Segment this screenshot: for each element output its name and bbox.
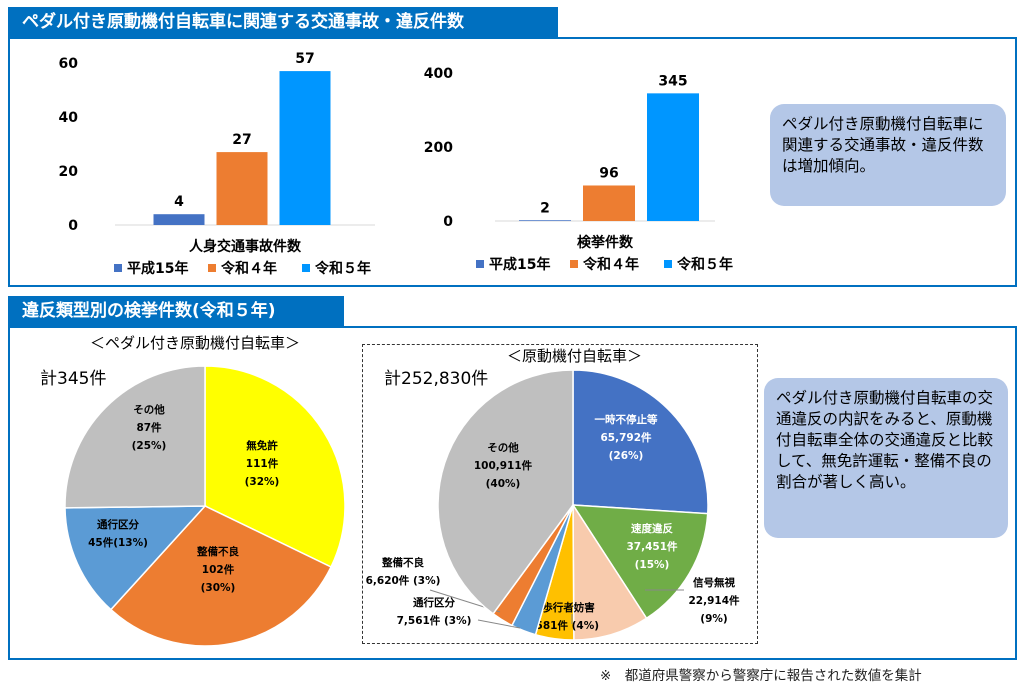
legend-swatch [664,260,672,268]
legend-label: 令和４年 [220,260,277,277]
y-tick-label: 400 [424,66,453,82]
pie-data-label: 111件 [246,457,279,470]
pie-data-label: (26%) [609,450,644,462]
pie-data-label: (15%) [635,559,670,571]
pie-data-label: 65,792件 [600,431,652,444]
bar [216,152,268,225]
bar [647,93,699,221]
pie-slice [64,365,206,509]
bar-data-label: 345 [658,73,687,89]
top-callout: ペダル付き原動機付自転車に関連する交通事故・違反件数は増加傾向。 [770,104,1006,206]
pie1-total: 計345件 [40,369,107,389]
pie-data-label: 信号無視 [693,576,735,589]
legend-label: 令和５年 [676,256,733,273]
pie-data-label: 45件(13%) [88,536,148,549]
x-axis-label: 検挙件数 [577,234,634,251]
pie-data-label: その他 [133,403,165,416]
y-tick-label: 40 [59,110,79,126]
pie-data-label: 整備不良 [381,556,424,569]
legend-label: 令和４年 [582,256,639,273]
pie2-total: 計252,830件 [384,369,489,389]
pie-data-label: 100,911件 [474,459,533,472]
pie-data-label: 整備不良 [196,545,239,558]
moped-pie-frame [362,344,758,644]
bar-data-label: 96 [599,165,618,181]
legend-label: 平成15年 [127,260,188,277]
leader-line [477,619,521,629]
pie-data-label: (9%) [700,613,727,625]
legend-label: 平成15年 [489,256,550,273]
pie-data-label: 速度違反 [631,522,673,535]
pie-slice [204,365,346,568]
legend-swatch [208,264,216,272]
pie-data-label: 6,620件 (3%) [366,574,441,587]
y-tick-label: 0 [443,214,453,230]
pie-slice [437,369,574,615]
bottom-callout: ペダル付き原動機付自転車の交通違反の内訳をみると、原動機付自転車全体の交通違反と… [764,378,1008,538]
bar [153,214,205,225]
y-tick-label: 20 [59,164,79,180]
pie-data-label: 通行区分 [97,518,139,531]
bar-data-label: 57 [295,51,314,67]
pie-data-label: (40%) [486,478,521,490]
pie-data-label: 102件 [202,563,235,576]
x-axis-label: 人身交通事故件数 [189,238,302,255]
pie-data-label: (30%) [201,582,236,594]
pie-slice [572,369,709,515]
y-tick-label: 60 [59,56,79,72]
pie-data-label: 無免許 [246,439,278,452]
pie-data-label: 通行区分 [413,596,455,609]
pie-data-label: (32%) [245,476,280,488]
bar [519,220,571,221]
bottom-section-header: 違反類型別の検挙件数(令和５年) [8,296,344,326]
top-section-header: ペダル付き原動機付自転車に関連する交通事故・違反件数 [8,7,558,37]
pie-data-label: 7,561件 (3%) [397,614,472,627]
pie-data-label: その他 [487,441,519,454]
bar-data-label: 4 [174,194,184,210]
bar-data-label: 27 [232,132,251,148]
pie-data-label: 87件 [136,421,162,434]
pie-slice [64,505,207,611]
pie-data-label: 37,451件 [626,540,678,553]
source-note: ※ 都道府県警察から警察庁に報告された数値を集計 [600,668,922,684]
pie-data-label: (25%) [132,440,167,452]
legend-swatch [476,260,484,268]
bar-data-label: 2 [540,200,550,216]
bar [279,71,331,225]
legend-label: 令和５年 [314,260,371,277]
legend-swatch [570,260,578,268]
pie-slice [109,505,333,647]
pie2-title: ＜原動機付自転車＞ [504,345,646,366]
legend-swatch [114,264,122,272]
pie-data-label: 一時不停止等 [595,413,658,426]
legend-swatch [302,264,310,272]
pie1-title: ＜ペダル付き原動機付自転車＞ [90,334,301,352]
y-tick-label: 0 [68,218,78,234]
pie-data-label: 22,914件 [688,594,740,607]
y-tick-label: 200 [424,140,453,156]
bar [583,185,635,221]
